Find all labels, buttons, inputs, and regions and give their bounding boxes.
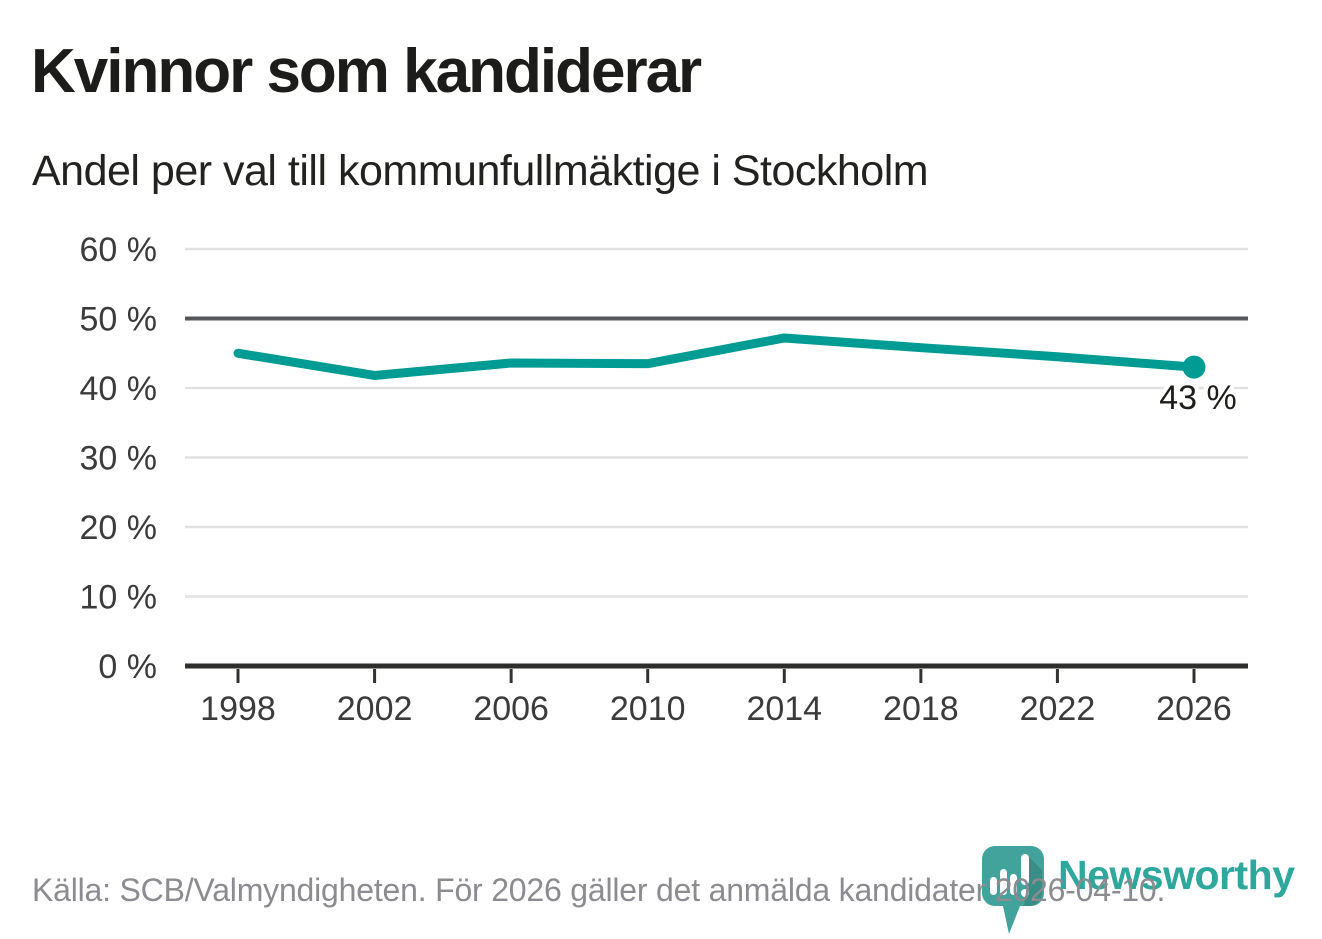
axes: 0 % 10 % 20 % 30 % 40 % 50 % 60 % 1998 2002 2006 2… bbox=[80, 231, 1248, 728]
y-tick-label: 60 % bbox=[80, 231, 158, 269]
newsworthy-wordmark: Newsworthy bbox=[1058, 852, 1295, 898]
y-tick-label: 30 % bbox=[80, 440, 158, 478]
newsworthy-logo: Newsworthy bbox=[980, 844, 1295, 938]
data-labels: 43 % bbox=[1155, 375, 1241, 421]
end-point-marker bbox=[1182, 355, 1206, 379]
y-tick-label: 0 % bbox=[98, 648, 157, 686]
x-tick-label: 2006 bbox=[473, 690, 549, 728]
source-note: Källa: SCB/Valmyndigheten. För 2026 gäll… bbox=[32, 872, 1166, 908]
x-tick-label: 2002 bbox=[337, 690, 413, 728]
x-tick-label: 2014 bbox=[746, 690, 822, 728]
x-tick-label: 1998 bbox=[200, 690, 276, 728]
y-tick-label: 40 % bbox=[80, 370, 158, 408]
x-tick-label: 2026 bbox=[1156, 690, 1232, 728]
x-tick-label: 2018 bbox=[883, 690, 959, 728]
logo-barchart-icon bbox=[990, 854, 1029, 897]
data-line bbox=[233, 333, 1199, 380]
data-series bbox=[233, 333, 1206, 380]
x-tick-label: 2010 bbox=[610, 690, 686, 728]
newsworthy-logo-icon bbox=[982, 846, 1044, 934]
page-title: Kvinnor som kandiderar bbox=[31, 37, 702, 106]
gridlines bbox=[185, 247, 1248, 598]
y-tick-label: 20 % bbox=[80, 509, 158, 547]
x-tick-label: 2022 bbox=[1020, 690, 1096, 728]
page-subtitle: Andel per val till kommunfullmäktige i S… bbox=[32, 147, 929, 195]
y-tick-label: 50 % bbox=[80, 301, 158, 339]
y-tick-label: 10 % bbox=[80, 579, 158, 617]
end-point-label: 43 % bbox=[1159, 379, 1237, 417]
